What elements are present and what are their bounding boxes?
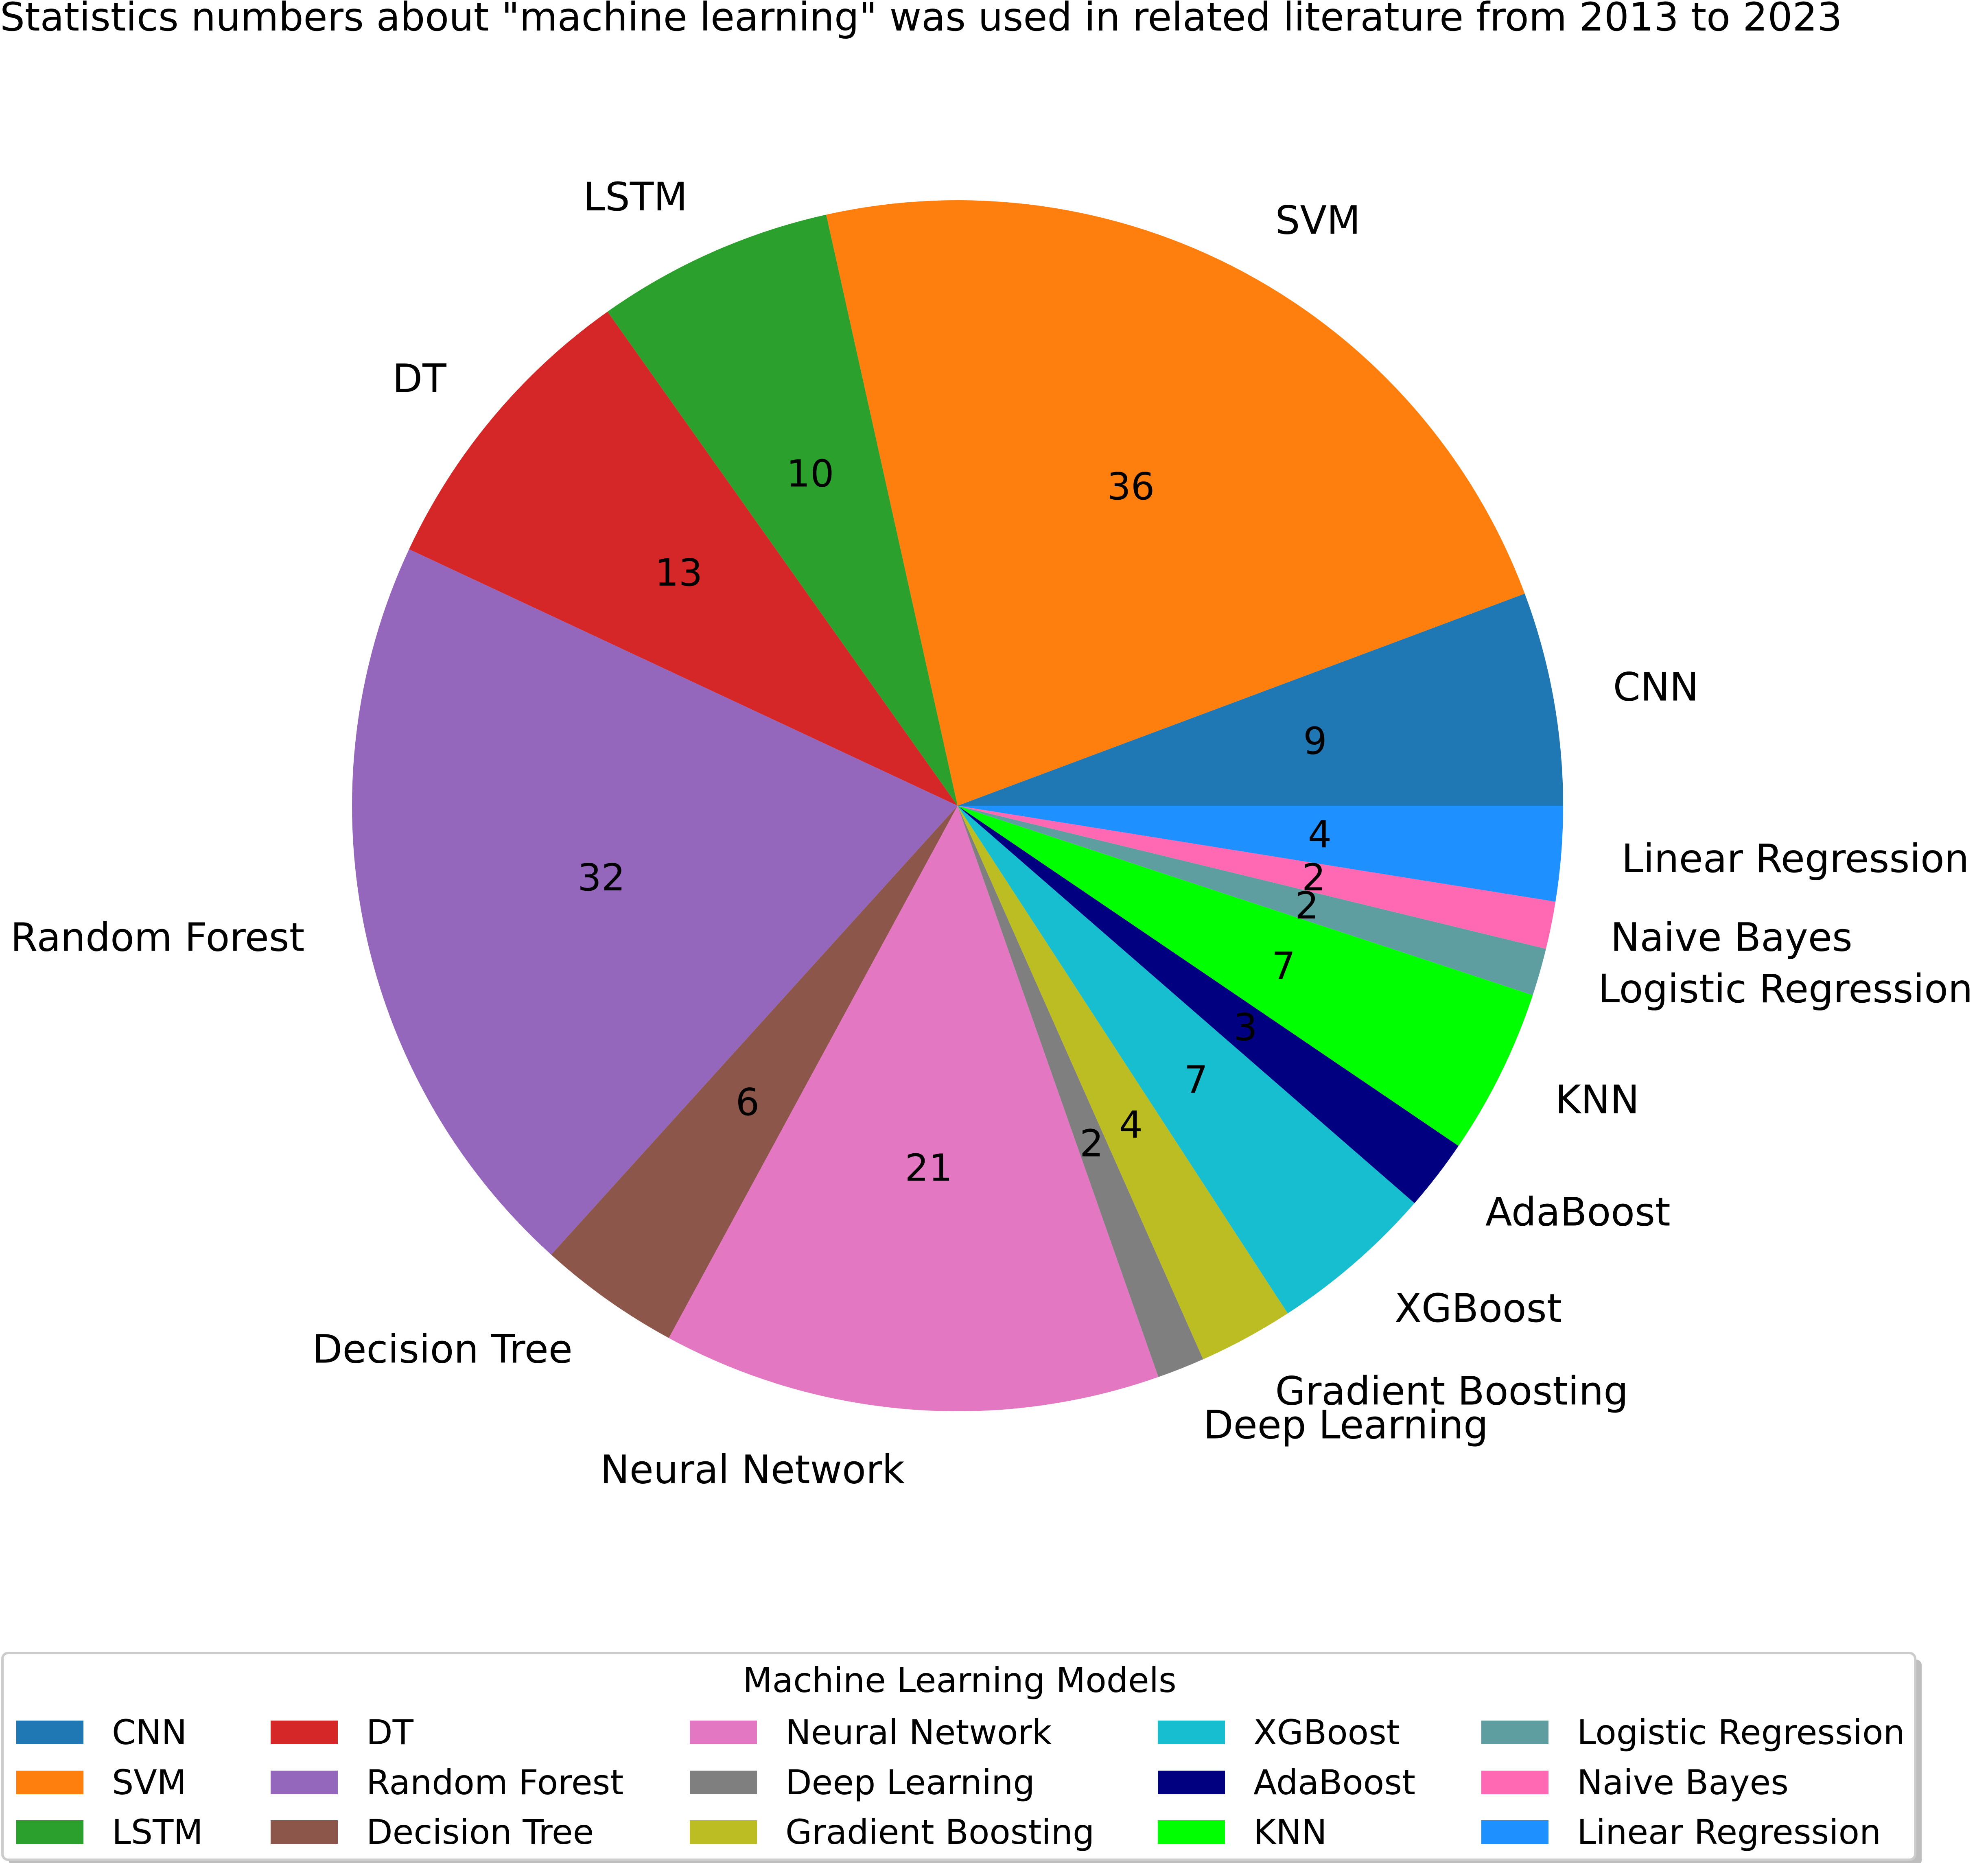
- legend-label-xgboost: XGBoost: [1253, 1712, 1400, 1752]
- legend-label-decision-tree: Decision Tree: [366, 1812, 594, 1852]
- legend-frame: [1, 1652, 1916, 1861]
- slice-label-adaboost: AdaBoost: [1485, 1190, 1671, 1235]
- slice-label-logistic-regression: Logistic Regression: [1598, 966, 1973, 1012]
- slice-cnn: [958, 593, 1563, 806]
- legend-label-neural-network: Neural Network: [785, 1712, 1052, 1752]
- slice-lstm: [607, 214, 958, 806]
- legend-swatch-dt: [271, 1721, 338, 1744]
- legend-swatch-logistic-regression: [1481, 1721, 1548, 1744]
- legend-swatch-random-forest: [271, 1771, 338, 1794]
- slice-label-knn: KNN: [1555, 1077, 1640, 1123]
- slice-labels: CNN SVM LSTM DT Random Forest Decision Tree Ne…: [11, 174, 1973, 1493]
- legend-swatch-linear-regression: [1481, 1820, 1548, 1844]
- slice-label-svm: SVM: [1275, 197, 1360, 243]
- legend-title: Machine Learning Models: [743, 1660, 1177, 1700]
- legend: Machine Learning Models CNN SVM LSTM DT Rand…: [1, 1652, 1922, 1863]
- value-label-decision-tree: 6: [736, 1080, 760, 1124]
- legend-swatch-lstm: [16, 1820, 83, 1844]
- value-label-gradient-boosting: 4: [1119, 1103, 1143, 1147]
- value-label-cnn: 9: [1303, 719, 1327, 763]
- slice-dt: [409, 311, 958, 806]
- slice-label-xgboost: XGBoost: [1395, 1286, 1562, 1331]
- legend-swatch-xgboost: [1158, 1721, 1225, 1744]
- slice-label-naive-bayes: Naive Bayes: [1611, 914, 1852, 960]
- slice-label-deep-learning: Deep Learning: [1203, 1402, 1488, 1448]
- slice-label-cnn: CNN: [1613, 665, 1699, 710]
- value-label-adaboost: 3: [1233, 1006, 1258, 1049]
- legend-label-cnn: CNN: [112, 1712, 187, 1752]
- slice-label-neural-network: Neural Network: [600, 1447, 905, 1493]
- slice-deep-learning: [958, 806, 1203, 1377]
- legend-swatch-cnn: [16, 1721, 83, 1744]
- legend-swatch-naive-bayes: [1481, 1771, 1548, 1794]
- legend-label-adaboost: AdaBoost: [1253, 1762, 1415, 1802]
- legend-label-naive-bayes: Naive Bayes: [1577, 1762, 1789, 1802]
- value-label-dt: 13: [655, 551, 702, 595]
- legend-label-dt: DT: [366, 1712, 414, 1752]
- legend-swatch-neural-network: [690, 1721, 757, 1744]
- slice-adaboost: [958, 806, 1459, 1203]
- legend-label-lstm: LSTM: [112, 1812, 203, 1852]
- value-label-naive-bayes: 2: [1302, 856, 1326, 899]
- legend-swatch-gradient-boosting: [690, 1820, 757, 1844]
- value-label-logistic-regression: 2: [1295, 884, 1319, 927]
- legend-label-gradient-boosting: Gradient Boosting: [785, 1812, 1094, 1852]
- pie-slices: [352, 200, 1563, 1412]
- legend-swatch-deep-learning: [690, 1771, 757, 1794]
- value-label-knn: 7: [1272, 945, 1296, 988]
- slice-decision-tree: [551, 806, 958, 1338]
- legend-swatch-svm: [16, 1771, 83, 1794]
- slice-label-random-forest: Random Forest: [11, 914, 305, 960]
- legend-swatch-decision-tree: [271, 1820, 338, 1844]
- value-label-linear-regression: 4: [1308, 813, 1332, 856]
- legend-label-random-forest: Random Forest: [366, 1762, 623, 1802]
- value-label-neural-network: 21: [905, 1146, 953, 1190]
- value-label-lstm: 10: [786, 452, 834, 495]
- slice-xgboost: [958, 806, 1415, 1314]
- legend-label-linear-regression: Linear Regression: [1577, 1812, 1881, 1852]
- legend-label-svm: SVM: [112, 1762, 186, 1802]
- legend-label-logistic-regression: Logistic Regression: [1577, 1712, 1905, 1752]
- slice-label-gradient-boosting: Gradient Boosting: [1275, 1369, 1629, 1414]
- slice-linear-regression: [958, 806, 1563, 902]
- value-label-svm: 36: [1107, 465, 1155, 508]
- slice-knn: [958, 806, 1533, 1146]
- slice-label-lstm: LSTM: [583, 174, 687, 220]
- slice-label-dt: DT: [392, 356, 446, 402]
- slice-label-decision-tree: Decision Tree: [313, 1327, 573, 1372]
- legend-entries: CNN SVM LSTM DT Random Forest Decision Tree Ne…: [16, 1712, 1905, 1852]
- slice-random-forest: [352, 549, 958, 1255]
- slice-svm: [826, 200, 1525, 806]
- legend-swatch-knn: [1158, 1820, 1225, 1844]
- legend-label-deep-learning: Deep Learning: [785, 1762, 1035, 1802]
- slice-label-linear-regression: Linear Regression: [1622, 836, 1969, 881]
- legend-swatch-adaboost: [1158, 1771, 1225, 1794]
- slice-logistic-regression: [958, 806, 1546, 995]
- value-label-random-forest: 32: [577, 856, 625, 899]
- chart-title: Statistics numbers about "machine learni…: [0, 0, 1842, 40]
- slice-gradient-boosting: [958, 806, 1288, 1360]
- legend-label-knn: KNN: [1253, 1812, 1327, 1852]
- value-label-deep-learning: 2: [1080, 1122, 1104, 1165]
- slice-neural-network: [669, 806, 1159, 1412]
- slice-naive-bayes: [958, 806, 1556, 949]
- value-label-xgboost: 7: [1184, 1058, 1208, 1102]
